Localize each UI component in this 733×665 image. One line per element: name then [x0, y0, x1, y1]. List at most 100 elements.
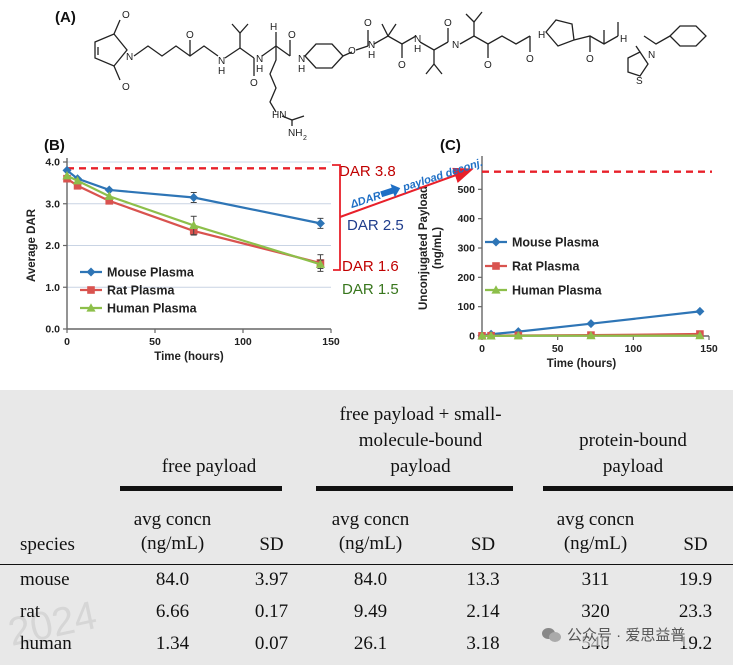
- valine-backbone: [224, 47, 255, 59]
- cell-value: 0.17: [254, 601, 289, 622]
- svg-text:N: N: [126, 52, 133, 63]
- col-header-sd-free: SD: [259, 533, 284, 555]
- data-point: [62, 170, 72, 180]
- legend-marker: [492, 262, 500, 270]
- col-header-species: species: [20, 533, 75, 555]
- y-tick-label: 1.0: [45, 282, 60, 294]
- x-tick-label: 100: [625, 343, 643, 355]
- cell-value: 1.34: [155, 633, 190, 654]
- empty-header-cell: [0, 390, 110, 497]
- x-tick-label: 100: [234, 336, 252, 348]
- data-point: [586, 330, 596, 340]
- svg-text:H: H: [270, 22, 277, 33]
- col-header-avg-protein: avg concn (ng/mL): [556, 508, 635, 554]
- y-tick-label: 3.0: [45, 198, 60, 210]
- y-tick-label: 400: [457, 213, 475, 225]
- data-point: [315, 259, 326, 268]
- svg-text:O: O: [398, 60, 406, 71]
- y-tick-label: 200: [457, 272, 475, 284]
- svg-text:O: O: [364, 18, 372, 29]
- structure-atoms: O O N N H O O N H H HN O NH 2 N H O O N …: [122, 10, 655, 142]
- data-point: [695, 306, 705, 316]
- data-point: [72, 175, 83, 185]
- cell-value: 320: [581, 601, 610, 622]
- cell-value: 9.49: [353, 601, 388, 622]
- y-tick-label: 0: [469, 331, 475, 343]
- svg-text:S: S: [636, 76, 643, 87]
- row-species: human: [20, 633, 72, 654]
- svg-text:H: H: [218, 66, 225, 77]
- svg-text:O: O: [348, 46, 356, 57]
- group-header-small-molecule: free payload + small- molecule-bound pay…: [308, 390, 533, 497]
- dar-bracket: [332, 164, 341, 271]
- data-point: [486, 331, 496, 340]
- y-axis-label: Unconjugated Payload: [418, 186, 430, 310]
- svg-text:H: H: [298, 64, 305, 75]
- svg-text:2: 2: [303, 135, 307, 142]
- panel-label-a: (A): [55, 9, 76, 26]
- data-point: [104, 185, 114, 195]
- svg-text:O: O: [186, 30, 194, 41]
- svg-text:N: N: [298, 54, 305, 65]
- data-point: [695, 330, 705, 340]
- x-tick-label: 150: [322, 336, 340, 348]
- legend-entry: Rat Plasma: [512, 260, 580, 274]
- watermark-text: 公众号 · 爱思益普: [567, 627, 686, 644]
- x-tick-label: 0: [64, 336, 70, 348]
- data-point: [477, 331, 487, 340]
- y-tick-label: 100: [457, 301, 475, 313]
- payload-table: free payload free payload + small- molec…: [0, 390, 733, 660]
- col-header-avg-small: avg concn (ng/mL): [331, 508, 410, 554]
- dar-38-label: DAR 3.8: [339, 163, 396, 180]
- dil-backbone: [459, 35, 531, 45]
- x-tick-label: 0: [479, 343, 485, 355]
- legend-entry: Mouse Plasma: [107, 266, 195, 280]
- svg-text:N: N: [218, 56, 225, 67]
- legend-entry: Rat Plasma: [107, 284, 175, 298]
- data-point: [315, 218, 325, 228]
- cell-value: 3.97: [254, 569, 289, 591]
- wechat-watermark: 公众号 · 爱思益普: [538, 623, 690, 646]
- thiazole-ring: [627, 51, 649, 77]
- hexanoyl-chain: [133, 45, 219, 57]
- data-point: [189, 192, 199, 202]
- x-tick-label: 50: [149, 336, 161, 348]
- deconj-arrow: [339, 167, 474, 218]
- row-species: mouse: [20, 569, 70, 591]
- valine2-backbone: [419, 41, 449, 51]
- cell-value: 84.0: [155, 569, 190, 591]
- y-tick-label: 300: [457, 243, 475, 255]
- cell-value: 13.3: [466, 569, 500, 591]
- wechat-icon: [542, 627, 562, 643]
- panel-label-b: (B): [44, 137, 65, 154]
- cell-value: 84.0: [353, 569, 388, 591]
- svg-text:O: O: [250, 78, 258, 89]
- y-tick-label: 500: [457, 184, 475, 196]
- svg-text:N: N: [368, 40, 375, 51]
- data-point: [513, 330, 523, 340]
- cell-value: 6.66: [155, 601, 190, 622]
- chemical-structure: [94, 11, 707, 126]
- svg-text:N: N: [452, 40, 459, 51]
- legend-entry: Mouse Plasma: [512, 236, 600, 250]
- legend-marker: [491, 285, 501, 294]
- svg-text:O: O: [122, 10, 130, 21]
- legend-marker: [491, 237, 501, 247]
- svg-text:N: N: [414, 34, 421, 45]
- cell-value: 26.1: [353, 633, 388, 654]
- x-tick-label: 50: [552, 343, 564, 355]
- svg-text:O: O: [586, 54, 594, 65]
- legend-marker: [86, 267, 96, 277]
- chart-c: 0 50 100 150 0 100 200 300 400 500 Time (hours) Unc…: [418, 156, 718, 370]
- data-point: [73, 181, 82, 190]
- data-point: [62, 165, 72, 175]
- maleimide-ring: [94, 33, 128, 67]
- cell-value: 3.18: [466, 633, 500, 654]
- y-tick-label: 2.0: [45, 240, 60, 252]
- dar-15-label: DAR 1.5: [342, 281, 399, 298]
- legend-marker: [86, 303, 96, 312]
- group-header-free: free payload: [110, 390, 308, 497]
- table-row: human 1.34 0.07 26.1 3.18 540 19.2: [0, 628, 733, 660]
- dar-25-label: DAR 2.5: [347, 217, 404, 234]
- dar-16-label: DAR 1.6: [342, 258, 399, 275]
